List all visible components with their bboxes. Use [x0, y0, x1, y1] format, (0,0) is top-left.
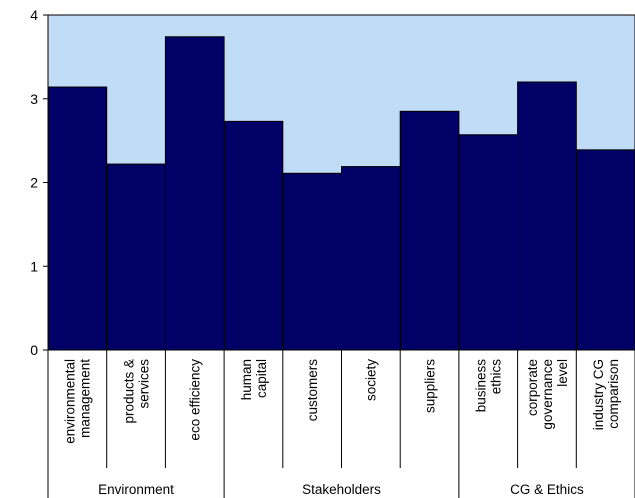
bar [164, 36, 225, 351]
y-axis: 0 1 2 3 4 [30, 7, 49, 358]
category-label: industry CG [591, 359, 606, 430]
category-label: business [474, 359, 489, 413]
y-tick-label: 4 [30, 7, 38, 23]
x-axis: environmental management products & service… [47, 349, 635, 498]
bar [47, 86, 108, 351]
category-label: products & [121, 359, 136, 424]
y-tick-label: 0 [30, 342, 38, 358]
category-label: management [78, 359, 93, 438]
category-label: eco efficiency [188, 359, 203, 441]
group-label: CG & Ethics [510, 482, 584, 497]
category-label: services [136, 359, 151, 409]
group-label: Stakeholders [302, 482, 381, 497]
category-label: governance [540, 359, 555, 430]
y-tick-label: 1 [30, 258, 38, 274]
bar [223, 120, 284, 351]
category-label: human [239, 359, 254, 400]
y-tick-label: 2 [30, 175, 38, 191]
category-label: customers [305, 359, 320, 422]
category-label: corporate [525, 359, 540, 416]
category-label: suppliers [422, 359, 437, 413]
bar [458, 134, 519, 351]
bar [341, 166, 401, 351]
bar [282, 172, 342, 351]
bar [517, 81, 577, 351]
category-label: ethics [489, 359, 504, 395]
bar [575, 149, 635, 351]
bar [106, 163, 166, 351]
category-label: comparison [606, 359, 621, 429]
bar [399, 110, 460, 351]
category-label: capital [254, 359, 269, 398]
y-tick-label: 3 [30, 91, 38, 107]
bars-layer [47, 36, 635, 351]
category-label: society [364, 359, 379, 401]
category-label: environmental [63, 359, 78, 444]
group-label: Environment [98, 482, 174, 497]
category-label: level [555, 359, 570, 387]
